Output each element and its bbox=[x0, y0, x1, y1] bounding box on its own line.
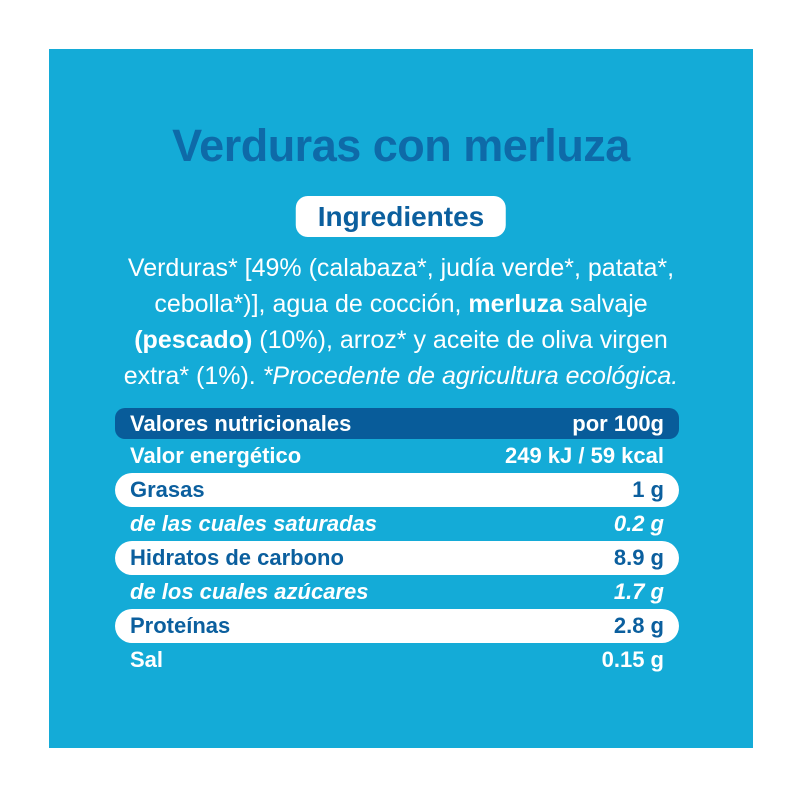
ingredients-segment: salvaje bbox=[562, 290, 648, 318]
row-label: de las cuales saturadas bbox=[130, 511, 378, 536]
ingredients-segment-bold: (pescado) bbox=[134, 326, 253, 354]
ingredients-segment-bold: merluza bbox=[468, 290, 563, 318]
ingredients-line: extra* (1%). *Procedente de agricultura … bbox=[49, 358, 753, 394]
row-value: 249 kJ / 59 kcal bbox=[504, 443, 664, 468]
row-value: 0.15 g bbox=[601, 647, 664, 672]
ingredients-line: Verduras* [49% (calabaza*, judía verde*,… bbox=[49, 250, 753, 286]
table-row-azucares: de los cuales azúcares 1.7 g bbox=[115, 575, 679, 609]
product-label-card: Verduras con merluza Ingredientes Verdur… bbox=[49, 49, 753, 748]
nutrition-table: Valores nutricionales por 100g Valor ene… bbox=[115, 408, 679, 677]
table-row-sal: Sal 0.15 g bbox=[115, 643, 679, 677]
row-label: Hidratos de carbono bbox=[130, 545, 344, 570]
ingredients-text: Verduras* [49% (calabaza*, judía verde*,… bbox=[49, 250, 753, 394]
row-label: de los cuales azúcares bbox=[130, 579, 369, 604]
ingredients-segment: Verduras* [49% (calabaza*, judía verde*,… bbox=[127, 254, 675, 282]
table-row-hidratos: Hidratos de carbono 8.9 g bbox=[115, 541, 679, 575]
row-label: Proteínas bbox=[130, 613, 231, 638]
row-label: Sal bbox=[130, 647, 164, 672]
table-row-energia: Valor energético 249 kJ / 59 kcal bbox=[115, 439, 679, 473]
row-value: 2.8 g bbox=[613, 613, 664, 638]
table-row-grasas: Grasas 1 g bbox=[115, 473, 679, 507]
product-title: Verduras con merluza bbox=[172, 120, 630, 171]
ingredients-segment: extra* (1%). bbox=[123, 362, 263, 390]
ingredients-line: (pescado) (10%), arroz* y aceite de oliv… bbox=[49, 322, 753, 358]
row-value: 0.2 g bbox=[613, 511, 664, 536]
table-row-saturadas: de las cuales saturadas 0.2 g bbox=[115, 507, 679, 541]
nutrition-table-header: Valores nutricionales por 100g bbox=[115, 408, 679, 439]
ingredients-line: cebolla*)], agua de cocción, merluza sal… bbox=[49, 286, 753, 322]
table-row-proteinas: Proteínas 2.8 g bbox=[115, 609, 679, 643]
row-value: 8.9 g bbox=[613, 545, 664, 570]
row-value: 1 g bbox=[632, 477, 664, 502]
ingredients-segment-italic: *Procedente de agricultura ecológica. bbox=[262, 362, 679, 390]
nutrition-header-label: Valores nutricionales bbox=[130, 410, 352, 436]
row-value: 1.7 g bbox=[613, 579, 664, 604]
row-label: Valor energético bbox=[130, 443, 302, 468]
ingredients-segment: cebolla*)], agua de cocción, bbox=[154, 290, 469, 318]
nutrition-header-value: por 100g bbox=[572, 410, 664, 436]
ingredients-badge: Ingredientes bbox=[295, 196, 507, 237]
ingredients-segment: (10%), arroz* y aceite de oliva virgen bbox=[252, 326, 668, 354]
ingredients-badge-label: Ingredientes bbox=[317, 200, 485, 232]
row-label: Grasas bbox=[130, 477, 205, 502]
